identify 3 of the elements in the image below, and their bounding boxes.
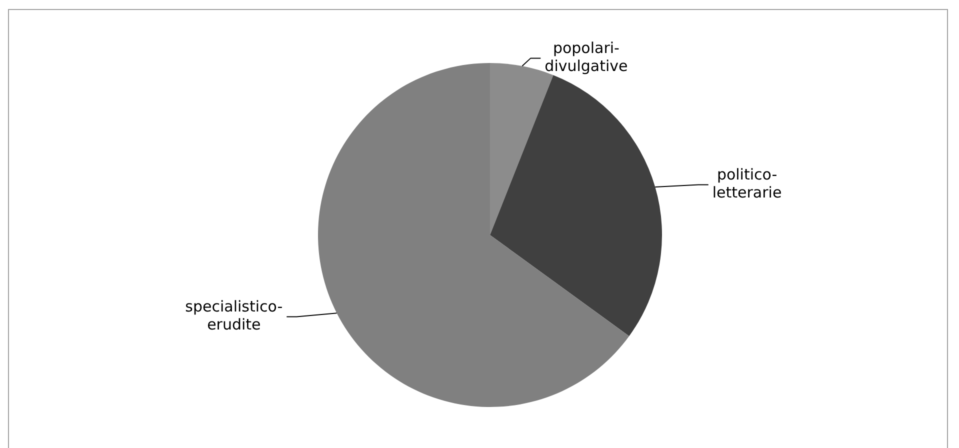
slice-label: popolari-divulgative bbox=[544, 39, 628, 76]
slice-label: politico-letterarie bbox=[712, 166, 782, 202]
slice-label: specialistico-erudite bbox=[185, 298, 283, 334]
